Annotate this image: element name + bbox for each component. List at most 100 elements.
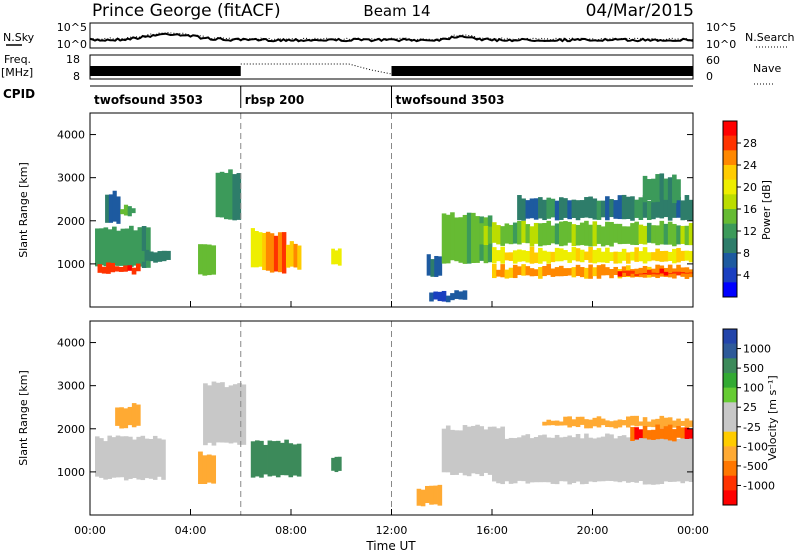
power-cell (546, 220, 552, 246)
power-cell (575, 224, 581, 246)
velocity-cell (198, 451, 203, 485)
velocity-cell (220, 382, 225, 443)
power-cell (646, 269, 652, 275)
power-cell (157, 251, 163, 262)
nave-right-tick-top: 60 (706, 54, 720, 67)
velocity-cell (642, 426, 648, 439)
power-cell (445, 295, 451, 303)
nave-right-tick-bottom: 0 (706, 70, 713, 83)
power-cell (529, 268, 535, 277)
velocity-cell (609, 421, 614, 428)
velocity-cell (684, 427, 690, 439)
colorbar-swatch (723, 475, 737, 491)
velocity-cell (284, 439, 289, 476)
velocity-cell (676, 418, 681, 427)
velocity-cell (517, 437, 522, 481)
velocity-cell (613, 438, 619, 482)
power-cell (567, 268, 572, 276)
power-cell (450, 212, 455, 261)
power-cell (559, 248, 564, 262)
power-cell (609, 199, 614, 218)
power-cell (638, 197, 644, 220)
nave-dotted-line (240, 63, 392, 75)
power-cell (521, 220, 526, 243)
power-cell (517, 220, 522, 245)
velocity-cell (136, 404, 141, 426)
velocity-cell (115, 435, 121, 478)
velocity-cell (663, 426, 669, 440)
power-cell (563, 221, 568, 246)
colorbar-swatch (723, 179, 737, 195)
power-cell (508, 224, 514, 245)
power-cell (337, 248, 342, 266)
power-cell (137, 227, 143, 267)
power-ylabel: Slant Range [km] (17, 162, 30, 258)
power-cell (492, 264, 497, 279)
power-cell (584, 220, 589, 246)
power-cell (258, 232, 263, 267)
power-cell (462, 290, 468, 300)
velocity-cell (655, 418, 660, 427)
velocity-cbar-label: Velocity [m s⁻¹] (766, 375, 779, 460)
velocity-cell (202, 455, 208, 484)
power-cell (430, 259, 435, 277)
power-cell (429, 292, 434, 302)
power-cell (672, 223, 677, 247)
power-cell (609, 252, 614, 261)
power-cell (441, 290, 447, 302)
colorbar-tick-label: 28 (743, 137, 757, 150)
power-cell (206, 244, 212, 276)
velocity-cell (148, 439, 154, 479)
velocity-cell (454, 430, 459, 475)
power-cell (651, 178, 656, 203)
power-cell (680, 250, 686, 261)
cpid-segment-label: twofsound 3503 (396, 93, 505, 107)
velocity-cell (638, 421, 644, 426)
velocity-cell (127, 406, 133, 426)
power-cell (605, 221, 610, 246)
x-tick-label: 00:00 (677, 524, 709, 537)
power-cell (680, 272, 686, 274)
velocity-cell (688, 428, 694, 439)
power-cell (642, 175, 648, 203)
velocity-cell (596, 437, 602, 482)
velocity-cell (445, 425, 451, 473)
power-cell (466, 212, 472, 264)
power-cell (546, 197, 552, 219)
colorbar-tick-label: 1000 (743, 343, 771, 356)
velocity-cell (621, 435, 627, 482)
power-cell (224, 172, 229, 220)
power-cell (131, 208, 136, 214)
power-cell (571, 199, 577, 219)
power-cell (550, 251, 556, 263)
power-cell (663, 250, 669, 262)
velocity-cell (103, 441, 108, 480)
power-cell (554, 267, 560, 277)
power-cell (613, 266, 619, 276)
velocity-cell (337, 456, 342, 471)
colorbar-tick-label: -500 (743, 460, 768, 473)
power-cell (269, 233, 275, 273)
velocity-cell (458, 430, 464, 473)
velocity-cell (559, 421, 564, 426)
power-cell (571, 224, 577, 247)
colorbar-swatch (723, 165, 737, 180)
velocity-cell (559, 437, 564, 482)
power-cell (123, 204, 129, 216)
velocity-cell (655, 436, 660, 485)
velocity-cell (275, 440, 281, 478)
velocity-cell (206, 454, 212, 483)
velocity-cell (659, 428, 665, 439)
velocity-cell (663, 436, 669, 482)
power-cell (146, 227, 151, 268)
power-cell (634, 221, 639, 246)
power-cell (646, 252, 652, 262)
sky-noise-line (89, 32, 694, 43)
power-cell (512, 222, 518, 244)
velocity-cell (429, 485, 434, 505)
cpid-segment-label: rbsp 200 (245, 93, 304, 107)
velocity-cell (575, 433, 581, 482)
freq-left-tick-top: 18 (66, 53, 80, 66)
power-cell (471, 212, 476, 264)
velocity-cell (554, 420, 560, 426)
